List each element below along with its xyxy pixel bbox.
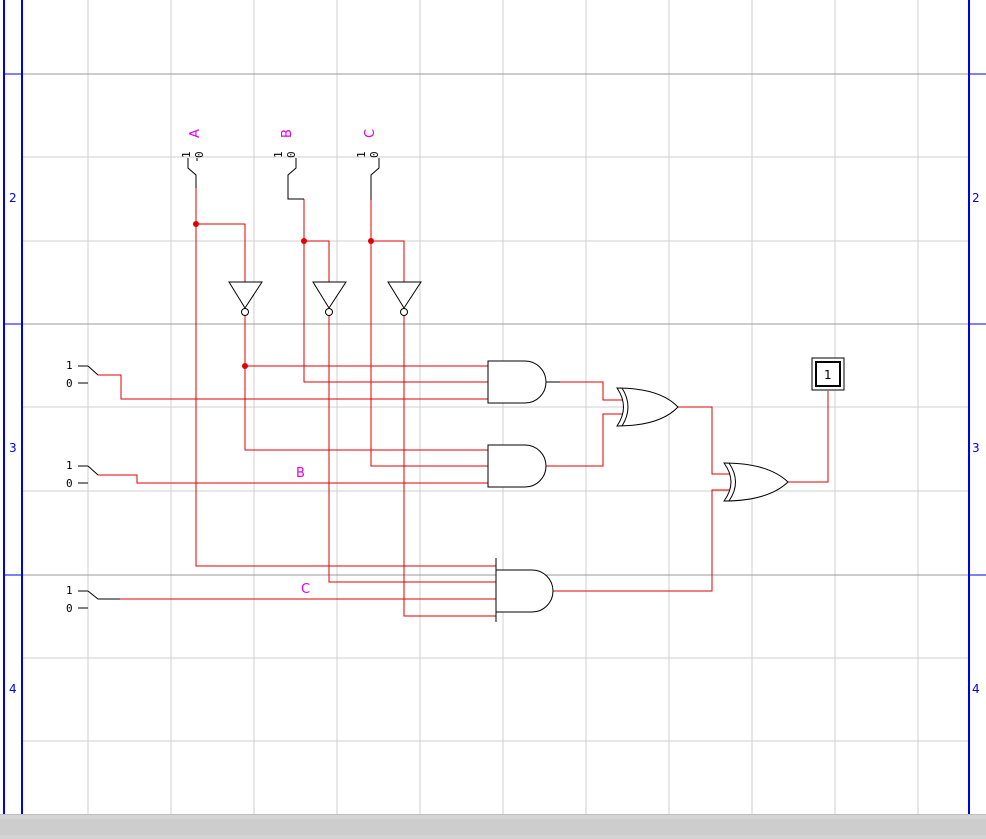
ruler-left-3: 3 [9,441,17,455]
switch-c-label: C [363,129,378,138]
scrollbar-thumb[interactable] [0,819,986,835]
wire-or1-to-or2[interactable] [678,406,735,475]
horizontal-scrollbar[interactable] [0,814,986,839]
wire-or2-to-probe[interactable] [788,391,829,483]
wire-notc-to-and3[interactable] [403,316,496,617]
junctions [193,221,374,369]
side-switch-1[interactable]: 1 0 [66,359,99,390]
side-switch-2-low: 0 [66,477,73,490]
ruler-right-4: 4 [972,682,980,696]
and-gate-2[interactable] [487,444,547,488]
side-switch-3-high: 1 [66,584,73,597]
switch-a-label: A [188,129,203,138]
wire-label-b: B [296,466,305,481]
not-gate-a[interactable] [228,281,263,316]
and-gate-1[interactable] [487,360,560,404]
wire-a-to-and3[interactable] [195,188,496,567]
wires [98,188,829,617]
junction-dot [368,238,374,244]
wire-a-to-not[interactable] [196,223,246,282]
wire-sw1-to-and1[interactable] [98,374,488,400]
wire-notb-to-and3[interactable] [328,316,496,583]
wire-c-to-not[interactable] [371,240,405,282]
switch-b-label: B [280,129,295,138]
switch-b-low: 0 [285,151,298,158]
side-switch-3[interactable]: 1 0 [66,584,120,615]
not-gate-b[interactable] [312,281,347,316]
grid [22,0,969,814]
junction-dot [242,363,248,369]
side-switch-1-low: 0 [66,377,73,390]
junction-dot [301,238,307,244]
junction-dot [193,221,199,227]
wire-c-to-and2[interactable] [370,200,488,467]
switch-a-low: 0 [193,151,206,158]
wire-label-c: C [301,582,310,597]
side-switch-2-high: 1 [66,459,73,472]
not-gate-c[interactable] [387,281,422,316]
wire-and1-to-or1[interactable] [546,381,625,401]
ruler-right-2: 2 [972,191,980,205]
wire-and2-to-or1[interactable] [546,413,625,467]
ruler-left-4: 4 [9,682,17,696]
input-switch-b[interactable]: 1 0 B [272,129,304,200]
ruler-ticks [4,73,986,576]
wire-b-to-not[interactable] [304,240,330,282]
or-gate-1[interactable] [616,387,679,427]
wire-and3-to-or2[interactable] [553,489,735,592]
input-switch-a[interactable]: 1 0 A [180,129,206,188]
sheet-border [3,0,970,814]
switch-c-low: 0 [368,151,381,158]
side-switch-3-low: 0 [66,602,73,615]
input-switch-c[interactable]: 1 0 C [355,129,381,200]
ruler-left-2: 2 [9,191,17,205]
switch-c-high: 1 [355,151,368,158]
probe-value: 1 [824,368,832,382]
switch-b-high: 1 [272,151,285,158]
and-gate-3[interactable] [495,558,554,622]
ruler-labels: 2 3 4 2 3 4 [9,191,980,696]
ruler-right-3: 3 [972,441,980,455]
output-probe[interactable]: 1 [811,357,845,391]
side-switch-1-high: 1 [66,359,73,372]
or-gate-2[interactable] [723,462,789,502]
wire-nota-to-and2[interactable] [244,366,488,451]
schematic-canvas[interactable]: 2 3 4 2 3 4 [0,0,986,814]
wire-b-to-and1[interactable] [303,199,488,383]
side-switch-2[interactable]: 1 0 [66,459,99,490]
switch-a-high: 1 [180,151,193,158]
wire-sw2-to-and2[interactable] [98,474,488,484]
